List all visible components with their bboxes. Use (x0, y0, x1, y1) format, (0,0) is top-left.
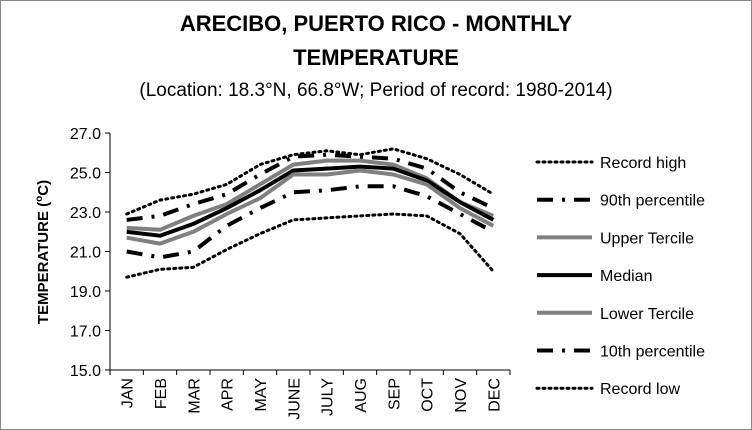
legend-label-lower-tercile: Lower Tercile (600, 306, 694, 323)
legend-label-10th-percentile: 10th percentile (600, 344, 705, 361)
x-tick-label: JULY (320, 378, 337, 416)
series-line-10th-percentile (126, 184, 495, 260)
x-tick-label: MAY (253, 378, 270, 412)
chart-title-line-2: TEMPERATURE (293, 45, 459, 70)
y-axis-label-end: C) (35, 180, 52, 196)
x-tick-label: JUNE (286, 378, 303, 420)
y-tick-label: 27.0 (70, 126, 101, 143)
x-tick-label: JAN (120, 378, 137, 408)
chart-lines (125, 147, 495, 279)
series-line-median (126, 164, 495, 238)
x-tick-label: APR (220, 378, 237, 411)
series-line-90th-percentile (126, 152, 495, 222)
y-axis-label-main: TEMPERATURE ( (35, 202, 52, 324)
legend-label-record-low: Record low (600, 381, 680, 398)
chart-title-line-1: ARECIBO, PUERTO RICO - MONTHLY (179, 11, 573, 36)
y-tick-label: 15.0 (70, 363, 101, 380)
legend-label-upper-tercile: Upper Tercile (600, 230, 694, 247)
x-tick-label: MAR (186, 378, 203, 414)
chart-legend: Record high 90th percentile Upper Tercile M… (535, 155, 705, 398)
x-tick-label: SEP (386, 378, 403, 410)
y-tick-label: 19.0 (70, 284, 101, 301)
legend-label-record-high: Record high (600, 155, 686, 172)
x-tick-label: OCT (420, 378, 437, 412)
x-tick-label: NOV (453, 378, 470, 413)
y-axis-label: TEMPERATURE (oC) (34, 180, 52, 324)
series-line-record-high (125, 147, 495, 216)
series-line-lower-tercile (126, 168, 495, 246)
legend-label-90th-percentile: 90th percentile (600, 193, 705, 210)
x-tick-label: DEC (486, 378, 503, 412)
chart-subtitle: (Location: 18.3°N, 66.8°W; Period of rec… (139, 80, 613, 101)
series-line-record-low (125, 212, 495, 279)
y-axis-label-superscript: o (34, 196, 45, 202)
y-tick-label: 23.0 (70, 205, 101, 222)
y-tick-label: 21.0 (70, 245, 101, 262)
chart-axes: 15.0 17.0 19.0 21.0 23.0 25.0 27.0 JAN FEB MAR APR… (70, 126, 511, 420)
y-tick-label: 25.0 (70, 166, 101, 183)
x-tick-label: AUG (353, 378, 370, 413)
y-tick-label: 17.0 (70, 324, 101, 341)
legend-label-median: Median (600, 268, 652, 285)
x-tick-label: FEB (153, 378, 170, 409)
